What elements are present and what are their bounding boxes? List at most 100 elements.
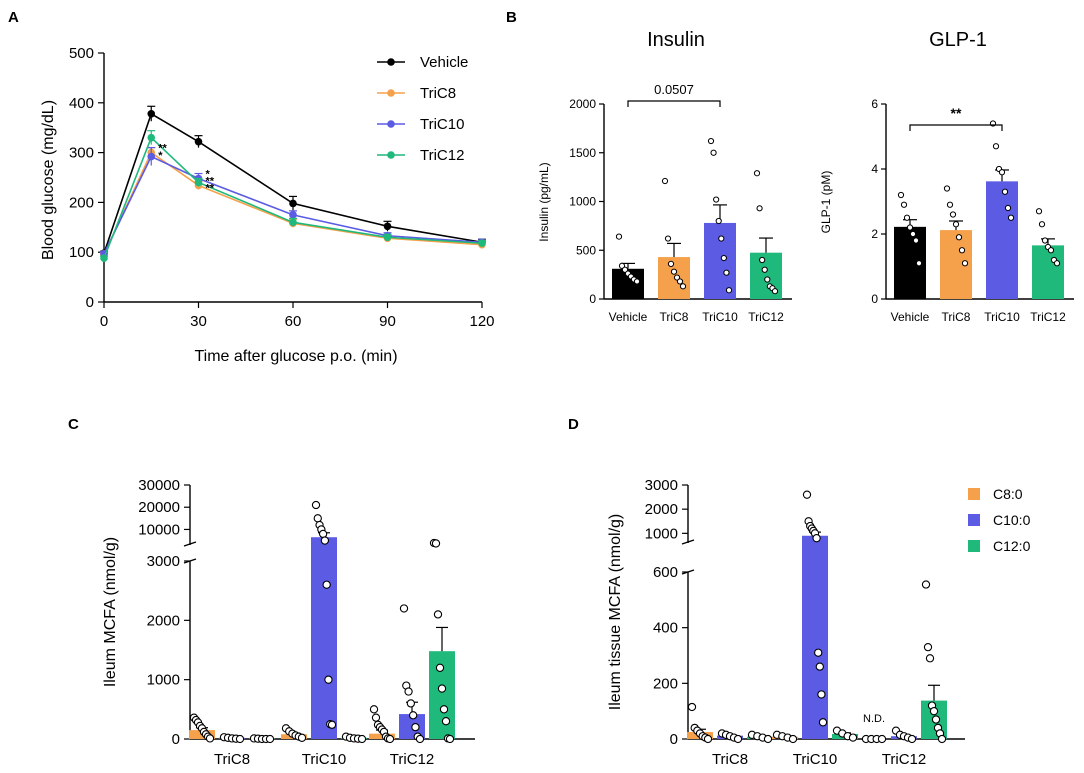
y-tick-label: 1000 [645,525,678,542]
data-dot [439,705,449,714]
panel-a-x-tick-label: 120 [469,313,494,330]
insulin-y-tick-label: 0 [589,292,596,306]
data-dot [818,718,828,727]
data-point-vehicle [383,222,392,231]
glp1-data-dot [912,237,920,244]
series-line-vehicle [103,112,483,254]
data-dot [907,734,917,744]
panel-a-y-axis-label: Blood glucose (mg/dL) [40,100,57,260]
panel-d-y-axis-label: Ileum tissue MCFA (nmol/g) [607,514,624,711]
bar-tric10-C10-0 [802,535,828,739]
data-dot [763,734,773,744]
glp1-data-dot [906,224,914,231]
x-tick-label-tric8: TriC8 [214,751,250,768]
data-dot [733,734,743,744]
glp1-bar-tric12 [1032,245,1064,299]
insulin-data-dot [707,137,715,145]
legend-marker-tric8 [387,89,395,97]
data-dot [812,534,821,543]
panel-a-x-tick-label: 30 [190,313,207,330]
data-dot [408,711,418,720]
insulin-data-dot [615,233,623,240]
glp1-data-dot [958,247,966,254]
glp1-data-dot [1001,188,1009,195]
legend-label-C12-0: C12:0 [993,538,1031,554]
y-tick-label: 10000 [138,521,180,538]
panel-b-bar-charts: B Insulin GLP-1 Insulin (pg/mL) GLP-1 (p… [506,9,1074,324]
data-point-tric12 [478,239,486,248]
panel-a-x-axis-label: Time after glucose p.o. (min) [194,348,397,365]
panel-a-marks: 0 100 200 300 400 500 0 30 60 90 120 Vehicle TriC8 Tr… [69,45,495,330]
data-dot [327,720,337,729]
data-dot [937,734,947,744]
panel-d-marks: 0 200 400 600 1000 2000 3000 TriC8 TriC10 TriC12 N… [645,477,1031,768]
insulin-data-dot [679,283,687,290]
legend-swatch-C10-0 [968,514,980,526]
data-dot [433,610,443,619]
significance-marker: ** [158,143,167,155]
panel-letter-b: B [506,9,517,26]
insulin-chart-title: Insulin [647,29,705,51]
insulin-x-tick-label: TriC8 [660,310,689,324]
legend-swatch-C12-0 [968,540,980,552]
x-tick-label-tric10: TriC10 [793,751,837,768]
insulin-data-dot [723,269,730,276]
data-dot [435,663,445,672]
insulin-y-tick-label: 500 [576,243,596,257]
glp1-data-dot [909,230,917,238]
data-dot [415,734,425,744]
data-dot [324,675,333,684]
insulin-data-dot [670,268,678,275]
data-dot [921,580,931,589]
legend-label-tric10: TriC10 [420,116,464,133]
data-dot [687,702,697,712]
insulin-data-dot [713,196,720,203]
y-tick-label: 200 [653,675,678,692]
insulin-data-dot [759,256,766,264]
data-dot [369,705,379,714]
panel-a-x-tick-label: 60 [285,313,302,330]
insulin-marks: 0 500 1000 1500 2000 Vehicle TriC8 TriC10 TriC12… [569,82,792,324]
panel-a-y-tick-label: 300 [69,145,94,162]
glp1-data-dot [1047,247,1055,254]
axis-break-mark [681,539,695,545]
data-point-tric12 [147,133,156,142]
data-dot [297,733,307,742]
data-dot [205,734,215,743]
x-tick-label-tric10: TriC10 [302,751,346,768]
panel-a-y-tick-label: 200 [69,194,94,211]
glp1-data-dot [903,214,911,221]
insulin-y-tick-label: 2000 [569,97,596,111]
insulin-data-dot [676,278,684,285]
data-dot [385,734,395,744]
insulin-data-dot [756,205,763,212]
insulin-data-dot [633,278,641,285]
glp1-x-tick-label: TriC8 [942,310,971,324]
insulin-data-dot [710,149,717,156]
y-tick-label: 0 [670,731,678,748]
insulin-data-dot [725,287,733,294]
glp1-chart-title: GLP-1 [929,29,987,51]
insulin-significance-label: 0.0507 [654,82,694,97]
legend-marker-tric12 [387,151,395,159]
glp1-data-dot [998,169,1006,176]
data-dot [817,690,826,699]
panel-a-x-tick-label: 0 [100,313,108,330]
axis-break-mark [183,541,197,547]
glp1-y-tick-label: 6 [871,97,878,111]
data-dot [923,643,933,652]
data-dot [877,734,887,744]
glp1-data-dot [949,211,957,218]
data-dot [357,734,367,744]
insulin-y-tick-label: 1500 [569,146,596,160]
glp1-data-dot [900,201,908,208]
glp1-data-dot [946,201,954,208]
insulin-data-dot [661,177,669,185]
x-tick-label-tric8: TriC8 [712,751,748,768]
data-dot [399,604,409,613]
data-point-tric12 [289,218,297,227]
glp1-x-tick-label: TriC10 [984,310,1020,324]
data-dot [431,539,441,548]
insulin-significance-bracket [627,100,721,107]
panel-c-marks: 0 1000 2000 3000 10000 20000 30000 TriC8 TriC10 T… [138,477,475,768]
